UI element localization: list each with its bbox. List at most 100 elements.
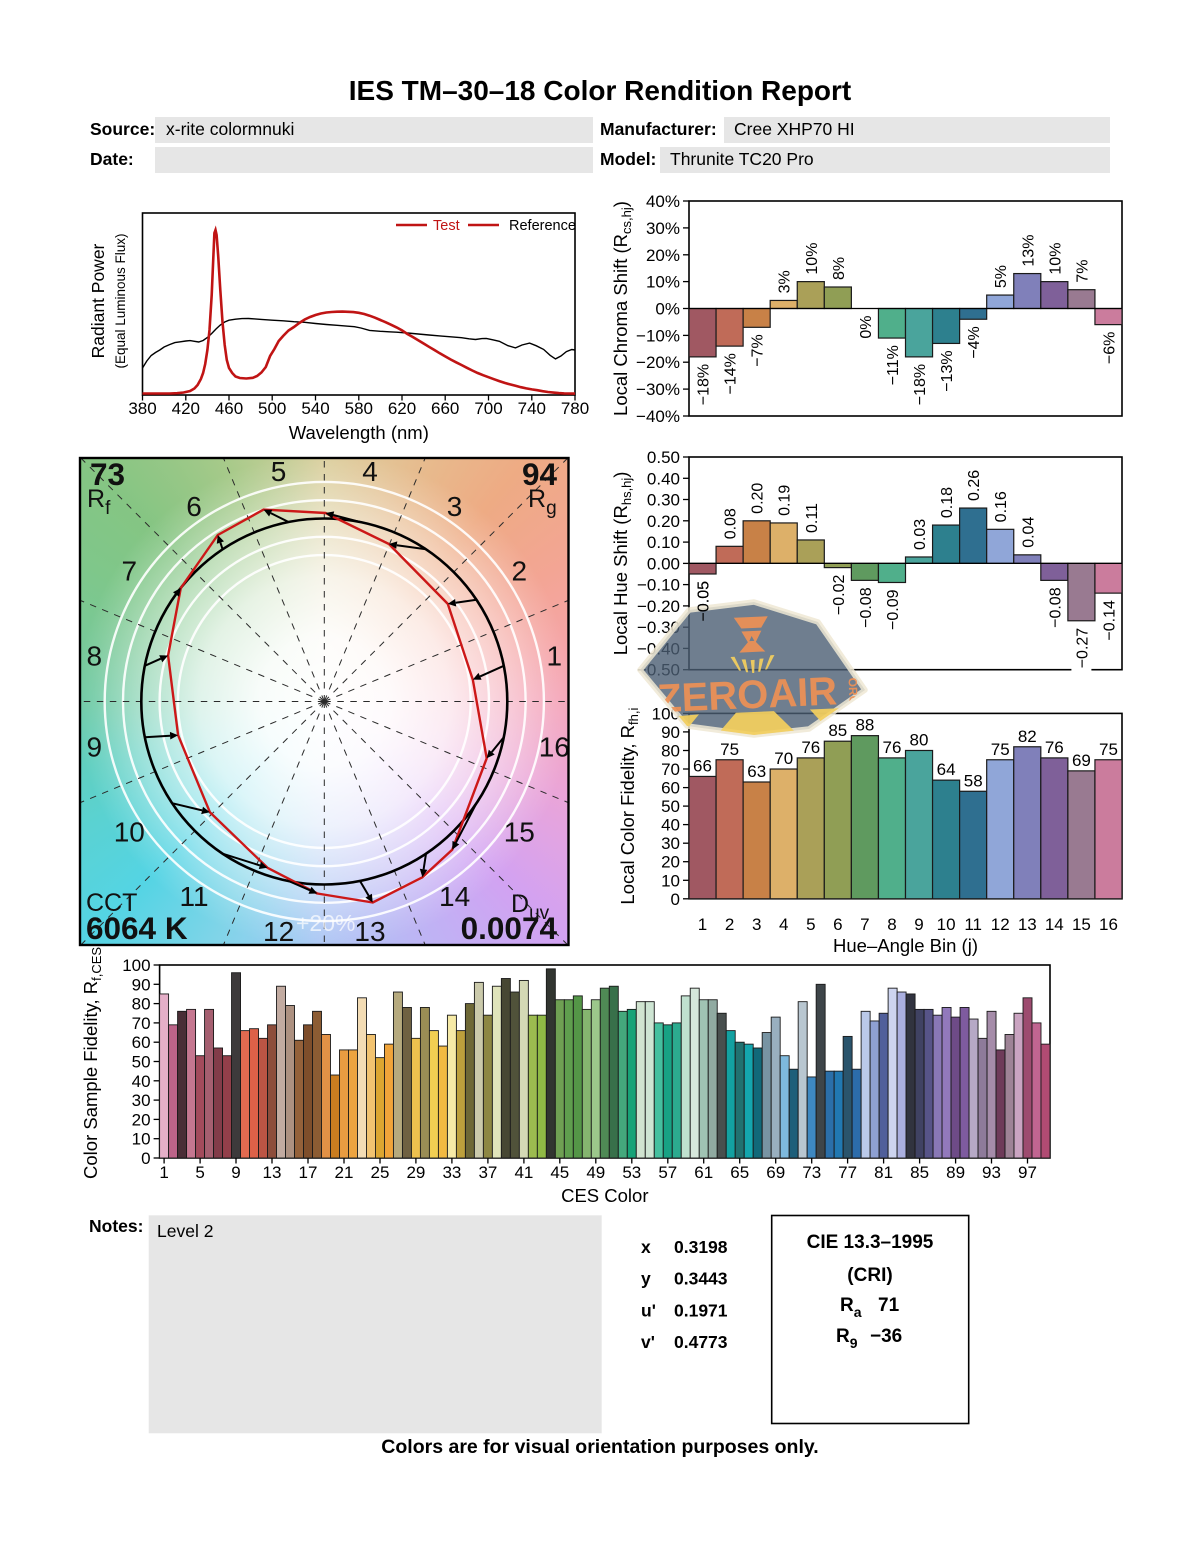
svg-text:80: 80 [910,731,929,750]
svg-text:41: 41 [514,1163,533,1182]
svg-text:5: 5 [806,915,815,934]
svg-text:10: 10 [114,816,145,847]
svg-text:10: 10 [661,871,680,890]
svg-text:81: 81 [874,1163,893,1182]
svg-text:Local Hue Shift (Rhs,hj): Local Hue Shift (Rhs,hj) [610,472,634,656]
svg-text:6064 K: 6064 K [86,910,188,946]
svg-text:0.20: 0.20 [750,483,767,514]
svg-text:−0.02: −0.02 [831,574,848,615]
svg-text:8: 8 [87,640,103,671]
svg-text:65: 65 [730,1163,749,1182]
svg-text:10%: 10% [804,243,821,275]
svg-text:Source:: Source: [90,119,155,139]
svg-text:9: 9 [87,732,103,763]
svg-text:75: 75 [1099,740,1118,759]
svg-text:37: 37 [478,1163,497,1182]
svg-text:Level 2: Level 2 [157,1221,213,1241]
svg-text:75: 75 [720,740,739,759]
svg-text:85: 85 [910,1163,929,1182]
svg-text:620: 620 [388,399,416,418]
svg-text:460: 460 [215,399,243,418]
svg-text:20: 20 [132,1110,151,1129]
svg-text:70: 70 [774,749,793,768]
svg-text:49: 49 [586,1163,605,1182]
svg-text:−0.05: −0.05 [696,581,713,622]
svg-text:9: 9 [231,1163,240,1182]
svg-text:Color Sample Fidelity, Rf,CESi: Color Sample Fidelity, Rf,CESi [80,944,104,1179]
svg-text:740: 740 [518,399,546,418]
svg-text:(Equal Luminous Flux): (Equal Luminous Flux) [113,233,128,368]
svg-text:3: 3 [752,915,761,934]
svg-text:94: 94 [522,456,558,492]
svg-text:x-rite colormnuki: x-rite colormnuki [166,119,294,139]
svg-text:u': u' [641,1300,656,1320]
svg-text:Colors are for visual orientat: Colors are for visual orientation purpos… [381,1436,818,1458]
svg-text:13: 13 [354,916,385,947]
svg-text:0%: 0% [655,300,680,319]
svg-text:97: 97 [1018,1163,1037,1182]
svg-text:76: 76 [801,738,820,757]
svg-text:11: 11 [179,881,208,912]
svg-text:45: 45 [550,1163,569,1182]
svg-text:66: 66 [693,756,712,775]
svg-text:33: 33 [442,1163,461,1182]
svg-text:80: 80 [132,995,151,1014]
svg-text:CCT: CCT [86,889,137,917]
svg-text:0.4773: 0.4773 [674,1332,728,1352]
svg-text:y: y [641,1269,651,1289]
svg-text:500: 500 [258,399,286,418]
svg-text:CES Color: CES Color [561,1185,648,1206]
svg-text:70: 70 [661,760,680,779]
svg-text:−11%: −11% [885,345,902,385]
svg-text:700: 700 [474,399,502,418]
svg-text:0.20: 0.20 [647,512,680,531]
svg-text:50: 50 [132,1053,151,1072]
svg-text:40: 40 [661,816,680,835]
svg-text:Radiant Power: Radiant Power [88,243,108,358]
svg-text:−18%: −18% [696,364,713,405]
svg-text:40%: 40% [646,192,680,211]
svg-text:0.00: 0.00 [647,554,680,573]
svg-text:16: 16 [1099,915,1118,934]
svg-text:53: 53 [622,1163,641,1182]
svg-text:−0.14: −0.14 [1102,600,1119,641]
svg-text:69: 69 [1072,751,1091,770]
svg-text:40: 40 [132,1072,151,1091]
svg-text:380: 380 [128,399,156,418]
svg-text:63: 63 [747,762,766,781]
svg-text:13: 13 [263,1163,282,1182]
svg-text:1: 1 [547,640,563,671]
svg-text:61: 61 [694,1163,713,1182]
svg-text:−0.08: −0.08 [1047,587,1064,628]
svg-text:0%: 0% [858,316,875,339]
svg-text:4: 4 [362,456,378,487]
svg-text:660: 660 [431,399,459,418]
svg-text:10: 10 [132,1130,151,1149]
svg-text:0.3443: 0.3443 [674,1269,728,1289]
svg-text:Date:: Date: [90,149,134,169]
svg-text:Wavelength (nm): Wavelength (nm) [289,422,429,443]
svg-text:−14%: −14% [723,353,740,394]
svg-text:Thrunite TC20 Pro: Thrunite TC20 Pro [670,149,814,169]
svg-text:70: 70 [132,1014,151,1033]
svg-text:−36: −36 [870,1326,902,1347]
svg-text:15: 15 [504,816,535,847]
svg-text:58: 58 [964,771,983,790]
svg-text:20%: 20% [646,246,680,265]
svg-text:Notes:: Notes: [89,1216,143,1236]
svg-text:30: 30 [132,1091,151,1110]
svg-text:88: 88 [855,716,874,735]
svg-text:73: 73 [90,456,125,492]
svg-text:CIE 13.3–1995: CIE 13.3–1995 [807,1232,934,1253]
svg-text:3: 3 [447,491,463,522]
svg-text:1: 1 [698,915,707,934]
svg-text:90: 90 [661,723,680,742]
svg-text:+20%: +20% [296,910,355,936]
svg-text:14: 14 [439,881,470,912]
svg-text:75: 75 [991,740,1010,759]
svg-text:0.11: 0.11 [804,503,821,533]
svg-text:0.30: 0.30 [647,491,680,510]
svg-text:5: 5 [195,1163,204,1182]
svg-text:15: 15 [1072,915,1091,934]
svg-text:540: 540 [301,399,329,418]
